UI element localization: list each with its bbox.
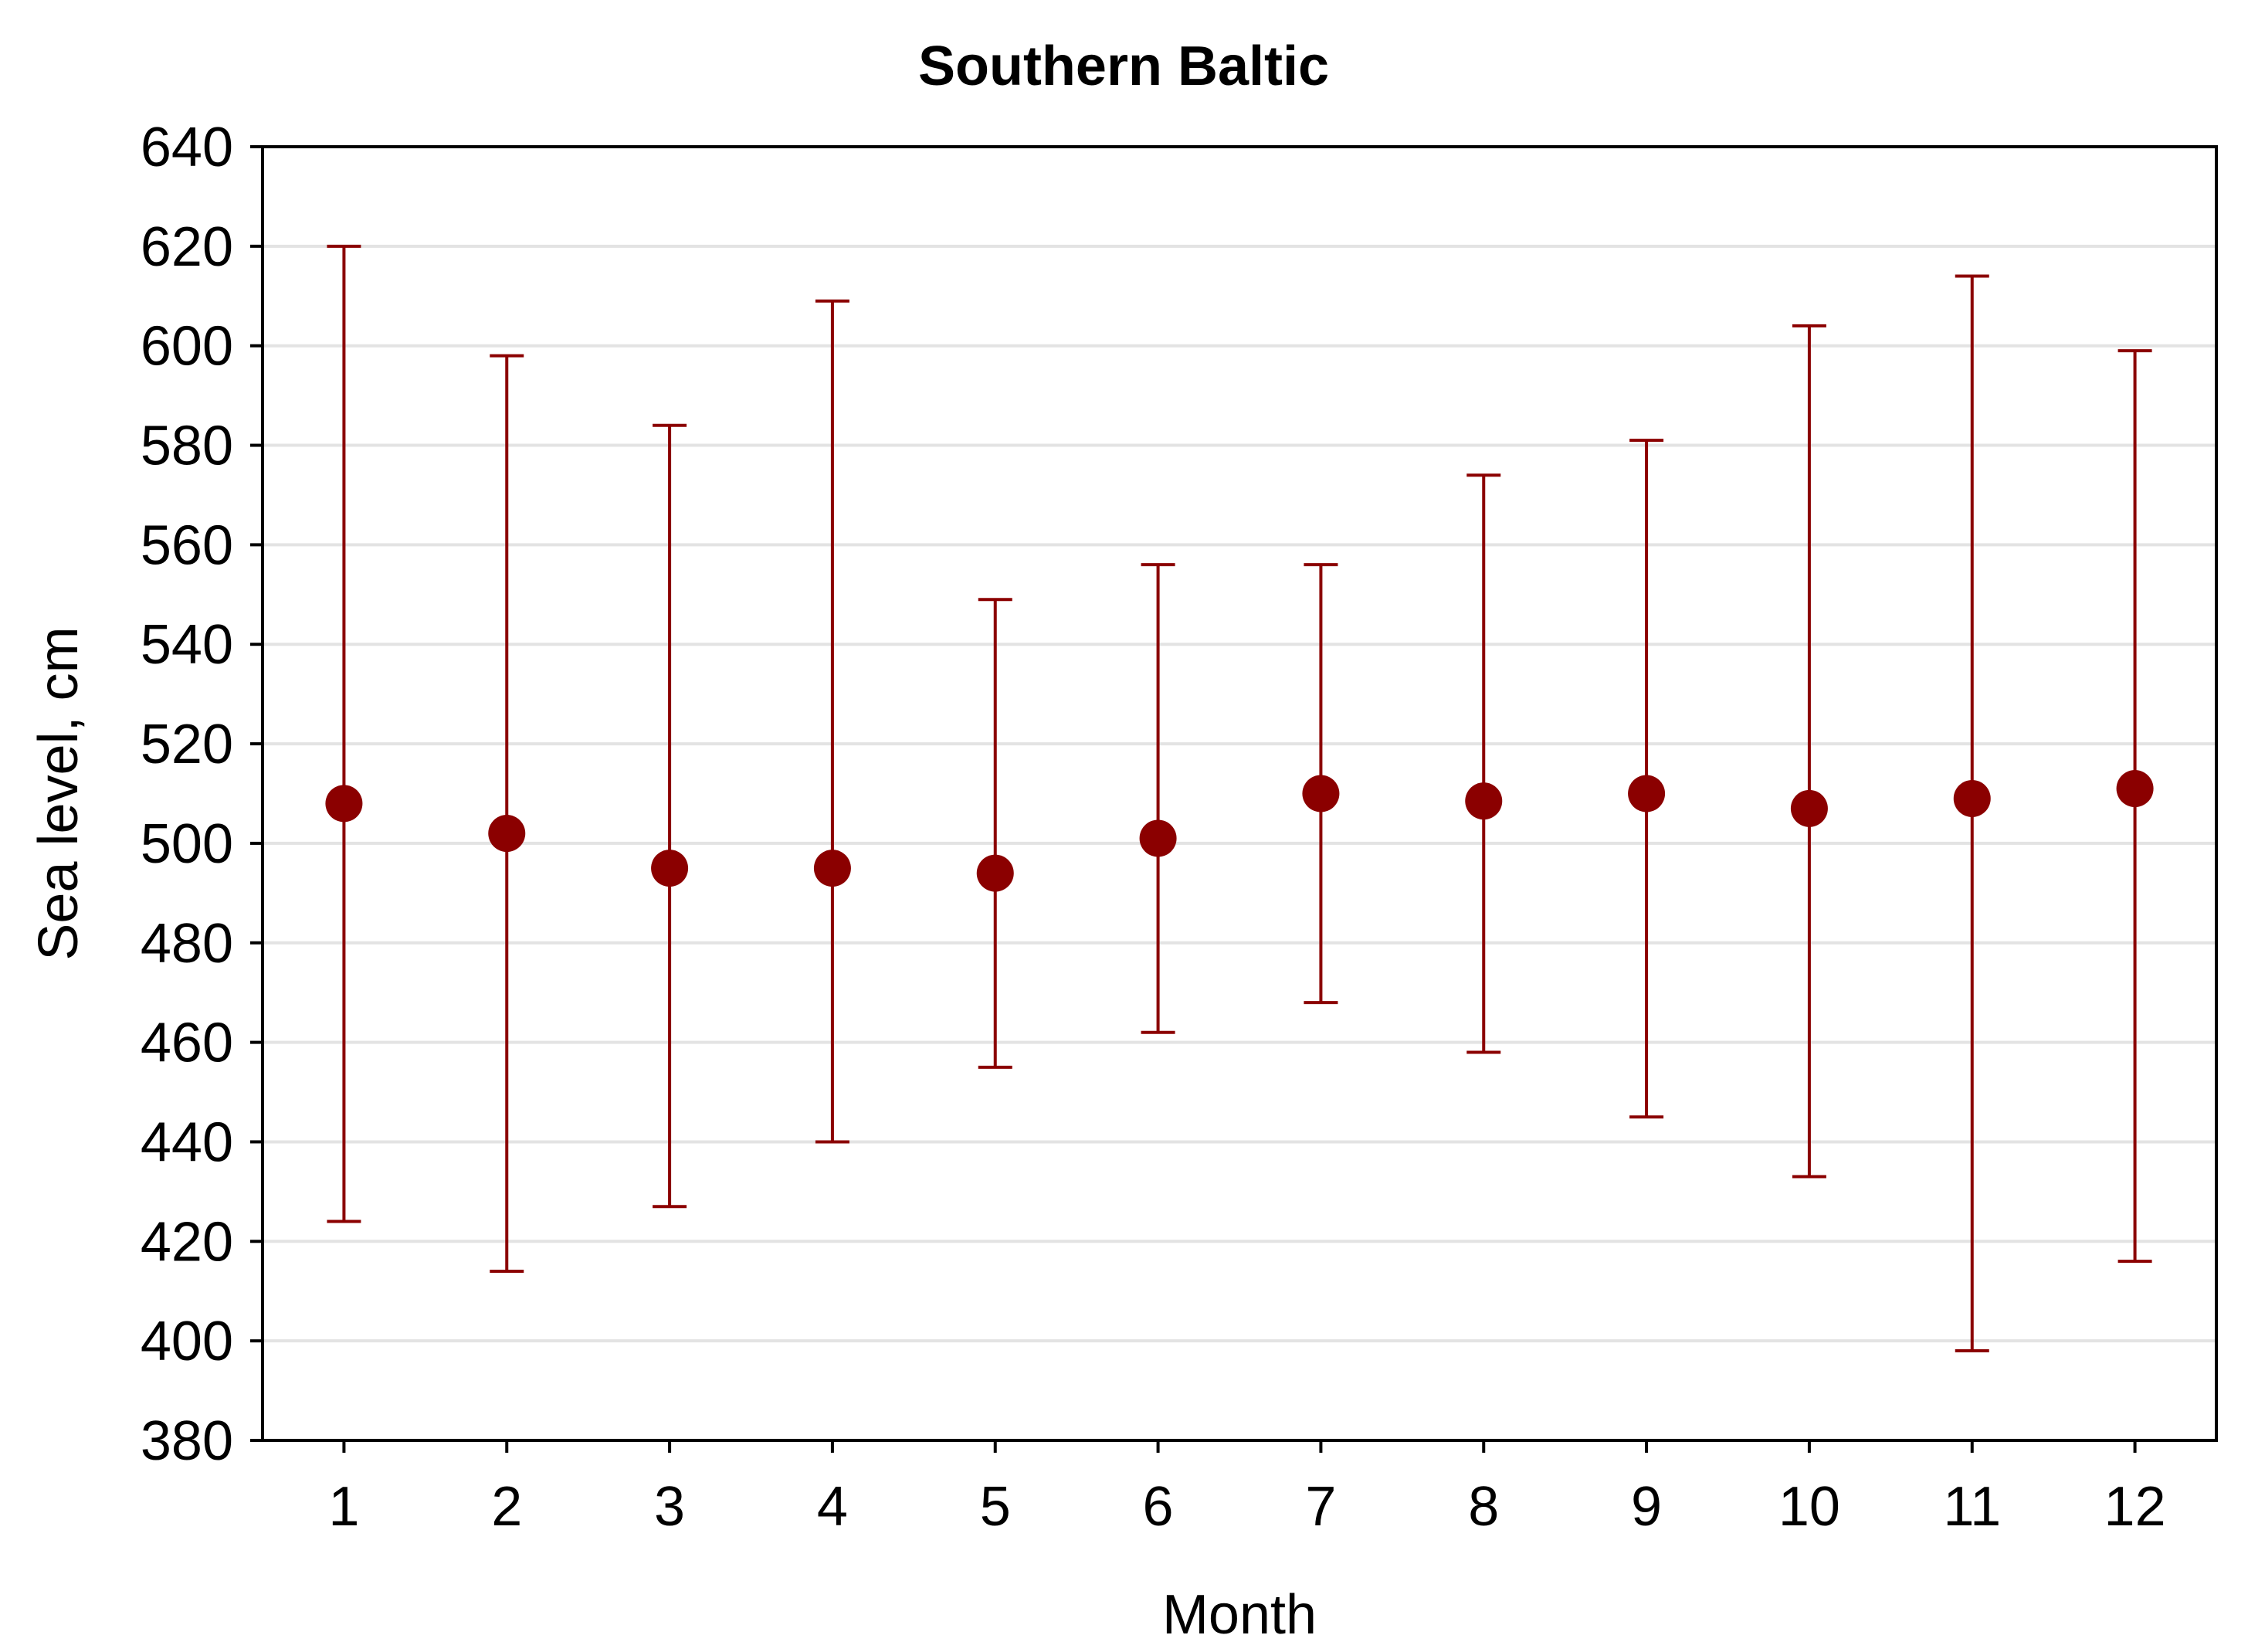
y-tick-label: 540 — [141, 614, 233, 676]
x-tick-label: 12 — [2104, 1476, 2166, 1538]
y-tick-label: 380 — [141, 1410, 233, 1472]
x-tick-label: 9 — [1631, 1476, 1662, 1538]
y-tick-label: 460 — [141, 1013, 233, 1074]
y-tick-label: 560 — [141, 514, 233, 576]
data-point — [1465, 782, 1503, 820]
x-tick-label: 4 — [817, 1476, 848, 1538]
y-tick-label: 440 — [141, 1111, 233, 1173]
x-tick-label: 3 — [654, 1476, 685, 1538]
data-point — [976, 854, 1014, 892]
data-point — [813, 850, 851, 887]
x-axis: 1 2 3 4 5 6 7 8 9 10 11 12 — [328, 1440, 2166, 1538]
data-point — [1953, 779, 1991, 817]
data-point — [1790, 789, 1828, 827]
x-tick-label: 5 — [980, 1476, 1011, 1538]
data-point — [1139, 819, 1177, 857]
data-points — [325, 770, 2154, 892]
plot-frame — [261, 145, 2218, 1442]
data-point — [488, 815, 526, 853]
y-tick-label: 640 — [141, 117, 233, 178]
error-bars — [327, 244, 2152, 1353]
y-tick-label: 620 — [141, 216, 233, 278]
data-point — [2116, 770, 2154, 808]
y-axis: 380 400 420 440 460 480 500 520 540 560 580 600 620 6… — [141, 117, 263, 1472]
data-point — [651, 850, 689, 887]
data-point — [1302, 775, 1340, 812]
chart-title: Southern Baltic — [918, 36, 1329, 97]
y-tick-label: 500 — [141, 813, 233, 875]
x-tick-label: 7 — [1305, 1476, 1336, 1538]
x-axis-label: Month — [1162, 1584, 1317, 1646]
data-point — [325, 785, 363, 823]
x-tick-label: 6 — [1143, 1476, 1174, 1538]
y-tick-label: 480 — [141, 913, 233, 975]
x-tick-label: 11 — [1943, 1476, 2001, 1538]
y-tick-label: 600 — [141, 316, 233, 378]
data-point — [1628, 775, 1666, 812]
y-axis-label: Sea level, cm — [28, 626, 90, 960]
y-tick-label: 420 — [141, 1211, 233, 1273]
x-tick-label: 10 — [1778, 1476, 1840, 1538]
x-tick-label: 8 — [1468, 1476, 1499, 1538]
y-tick-label: 520 — [141, 714, 233, 775]
y-tick-label: 580 — [141, 416, 233, 477]
grid-lines — [263, 244, 2216, 1343]
x-tick-label: 2 — [491, 1476, 522, 1538]
x-tick-label: 1 — [328, 1476, 359, 1538]
y-tick-label: 400 — [141, 1311, 233, 1372]
